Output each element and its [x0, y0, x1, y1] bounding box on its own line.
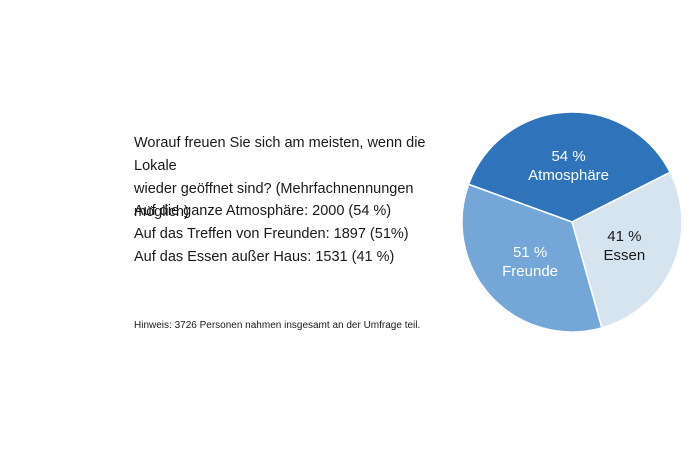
slice-atmosphere — [467, 111, 672, 223]
label-food-percent: 41 % — [607, 228, 641, 245]
question-line-2: wieder geöffnet sind? (Mehrfachnennungen… — [134, 181, 414, 220]
question-line-1: Worauf freuen Sie sich am meisten, wenn … — [134, 135, 426, 174]
answer-friends: Auf das Treffen von Freunden: 1897 (51%) — [134, 226, 409, 242]
pie-chart: 54 % Atmosphäre 41 % Essen 51 % Freunde — [461, 111, 683, 333]
answer-list: Auf die ganze Atmosphäre: 2000 (54 %) Au… — [134, 200, 409, 269]
survey-note: Hinweis: 3726 Personen nahmen insgesamt … — [134, 320, 421, 331]
label-food-name: Essen — [604, 247, 646, 264]
label-friends-name: Freunde — [502, 263, 558, 280]
label-friends-percent: 51 % — [513, 244, 547, 261]
slice-friends — [461, 183, 603, 333]
label-atmosphere-name: Atmosphäre — [528, 167, 609, 184]
answer-food: Auf das Essen außer Haus: 1531 (41 %) — [134, 249, 395, 265]
answer-atmosphere: Auf die ganze Atmosphäre: 2000 (54 %) — [134, 203, 392, 219]
question-text: Worauf freuen Sie sich am meisten, wenn … — [134, 132, 454, 224]
slice-food — [571, 171, 683, 329]
label-atmosphere-percent: 54 % — [551, 148, 585, 165]
